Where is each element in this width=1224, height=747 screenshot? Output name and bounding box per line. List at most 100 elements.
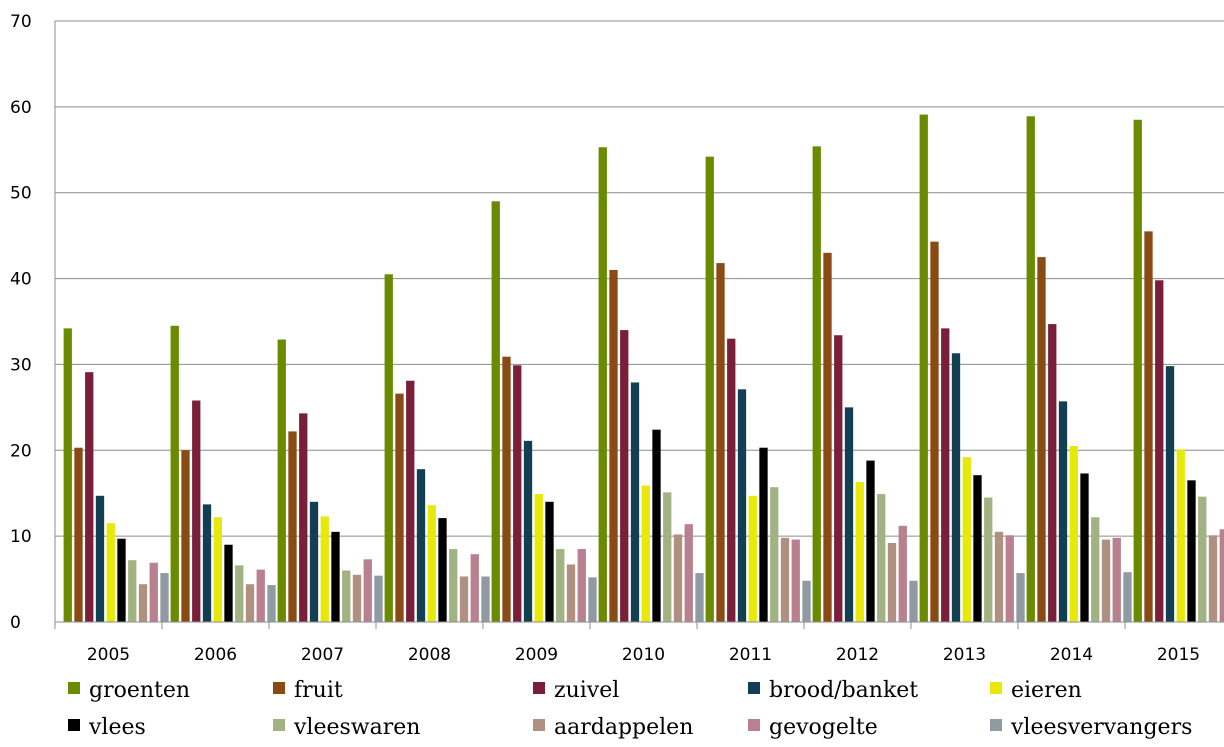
bar-eieren-2015: [1176, 449, 1185, 622]
legend-label: vleesvervangers: [1010, 715, 1192, 740]
bar-aardappelen-2010: [673, 534, 683, 622]
bar-gevogelte-2014: [1112, 537, 1121, 622]
bar-vleeswaren-2011: [770, 487, 779, 622]
bar-eieren-2010: [641, 485, 650, 622]
bar-eieren-2012: [855, 482, 864, 622]
bar-groenten-2014: [1026, 116, 1035, 623]
bar-vleesvervangers-2008: [481, 576, 490, 622]
bar-aardappelen-2015: [1208, 535, 1218, 622]
x-tick-label: 2014: [1050, 645, 1093, 665]
bar-vlees-2014: [1080, 473, 1089, 622]
bar-vlees-2005: [117, 538, 126, 622]
bar-fruit-2015: [1144, 231, 1153, 622]
bars-group: [63, 114, 1224, 623]
x-tick-label: 2008: [408, 645, 451, 665]
legend-label: gevogelte: [769, 715, 878, 740]
bar-gevogelte-2010: [684, 524, 693, 622]
bar-eieren-2009: [534, 494, 543, 622]
bar-vleeswaren-2012: [877, 494, 886, 622]
axes: [54, 21, 1224, 629]
bar-vlees-2010: [652, 429, 661, 622]
bar-brood-banket-2014: [1058, 401, 1068, 622]
y-axis-ticks: 0 10 20 30 40 50 60 70: [10, 12, 32, 633]
gridlines: [55, 20, 1224, 537]
bar-groenten-2015: [1133, 119, 1142, 622]
bar-vleesvervangers-2012: [909, 580, 918, 622]
x-tick-label: 2006: [194, 645, 237, 665]
legend-label: aardappelen: [554, 715, 693, 740]
bar-aardappelen-2014: [1101, 539, 1111, 622]
bar-vleesvervangers-2014: [1123, 572, 1132, 622]
bar-zuivel-2010: [620, 330, 629, 622]
bar-vleeswaren-2007: [342, 570, 351, 622]
legend-swatch: [273, 682, 285, 694]
legend-label: vlees: [88, 715, 146, 740]
bar-aardappelen-2005: [138, 584, 148, 622]
bar-zuivel-2009: [513, 365, 522, 622]
bar-aardappelen-2013: [994, 531, 1004, 622]
y-tick-label: 40: [10, 270, 32, 290]
legend-label: brood/banket: [769, 678, 918, 703]
bar-groenten-2011: [705, 156, 714, 622]
x-tick-label: 2013: [943, 645, 986, 665]
bar-vleeswaren-2006: [235, 565, 244, 622]
bar-zuivel-2005: [85, 372, 94, 622]
bar-gevogelte-2015: [1219, 529, 1224, 622]
bar-fruit-2010: [609, 269, 618, 622]
bar-brood-banket-2006: [202, 504, 212, 622]
legend-label: eieren: [1011, 678, 1082, 703]
bar-fruit-2013: [930, 241, 939, 622]
bar-vleesvervangers-2011: [802, 580, 811, 622]
bar-groenten-2009: [491, 201, 500, 623]
bar-zuivel-2008: [406, 380, 415, 622]
bar-vleeswaren-2014: [1091, 517, 1100, 622]
legend-swatch: [990, 682, 1002, 694]
bar-fruit-2008: [395, 393, 404, 622]
bar-vleesvervangers-2005: [160, 573, 169, 622]
bar-vlees-2013: [973, 475, 982, 622]
bar-eieren-2008: [427, 505, 436, 622]
bar-vlees-2011: [759, 447, 768, 622]
bar-zuivel-2007: [299, 413, 308, 622]
bar-zuivel-2011: [727, 338, 736, 622]
bar-groenten-2012: [812, 146, 821, 622]
legend-swatch: [990, 719, 1002, 731]
bar-brood-banket-2011: [737, 389, 747, 622]
bar-vlees-2009: [545, 501, 554, 622]
bar-brood-banket-2009: [523, 440, 533, 622]
y-tick-label: 50: [10, 184, 32, 204]
bar-aardappelen-2007: [352, 574, 362, 622]
bar-vleeswaren-2010: [663, 492, 672, 622]
bar-gevogelte-2013: [1005, 535, 1014, 622]
bar-aardappelen-2012: [887, 543, 897, 622]
bar-fruit-2014: [1037, 257, 1046, 622]
x-tick-label: 2007: [301, 645, 344, 665]
bar-groenten-2007: [277, 339, 286, 622]
bar-groenten-2005: [63, 328, 72, 622]
bar-brood-banket-2012: [844, 407, 854, 622]
legend-swatch: [533, 682, 545, 694]
bar-vlees-2008: [438, 518, 447, 622]
bar-brood-banket-2008: [416, 469, 426, 622]
legend-swatch: [68, 719, 80, 731]
bar-aardappelen-2008: [459, 576, 469, 622]
bar-vleesvervangers-2006: [267, 585, 276, 622]
bar-zuivel-2013: [941, 328, 950, 622]
bar-vleeswaren-2008: [449, 549, 458, 622]
bar-gevogelte-2005: [149, 562, 158, 622]
bar-eieren-2006: [213, 517, 222, 622]
bar-aardappelen-2006: [245, 584, 255, 622]
bar-fruit-2012: [823, 252, 832, 623]
x-tick-label: 2005: [87, 645, 130, 665]
y-tick-label: 0: [10, 613, 21, 633]
legend-label: vleeswaren: [293, 715, 420, 740]
x-tick-label: 2009: [515, 645, 558, 665]
bar-eieren-2011: [748, 495, 757, 622]
legend-label: fruit: [294, 678, 343, 703]
x-tick-label: 2010: [622, 645, 665, 665]
bar-vlees-2007: [331, 531, 340, 622]
bar-vleesvervangers-2009: [588, 577, 597, 622]
bar-eieren-2013: [962, 457, 971, 622]
legend-label: zuivel: [554, 678, 619, 703]
legend-swatch: [533, 719, 545, 731]
